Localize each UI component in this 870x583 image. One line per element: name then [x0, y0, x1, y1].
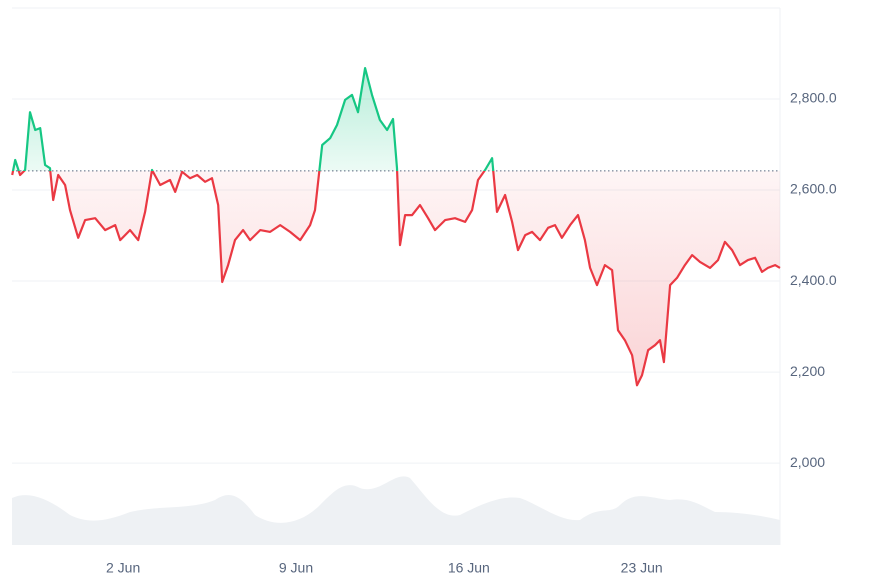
x-tick-label: 16 Jun — [448, 560, 490, 576]
volume-area — [12, 476, 780, 545]
x-tick-label: 23 Jun — [621, 560, 663, 576]
y-tick-label: 2,800.0 — [790, 90, 837, 106]
x-tick-label: 2 Jun — [106, 560, 140, 576]
y-tick-label: 2,200 — [790, 363, 825, 379]
y-tick-label: 2,000 — [790, 454, 825, 470]
area-fill — [12, 68, 780, 386]
y-tick-label: 2,600.0 — [790, 181, 837, 197]
y-tick-label: 2,400.0 — [790, 272, 837, 288]
price-line — [11, 67, 781, 387]
x-tick-label: 9 Jun — [279, 560, 313, 576]
